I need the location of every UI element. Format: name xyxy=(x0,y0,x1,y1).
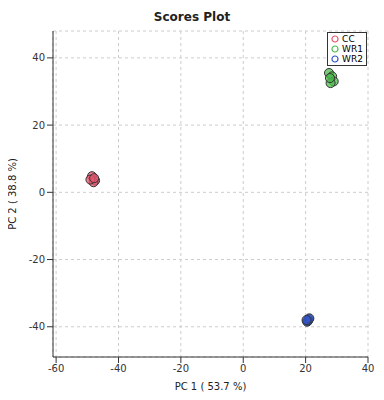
svg-text:-40: -40 xyxy=(29,321,45,332)
svg-text:PC 1 ( 53.7 %): PC 1 ( 53.7 %) xyxy=(175,381,247,392)
svg-text:-60: -60 xyxy=(48,363,64,374)
svg-text:0: 0 xyxy=(240,363,246,374)
svg-text:0: 0 xyxy=(39,187,45,198)
html-text:WR2: WR2 xyxy=(342,54,363,64)
html-text:CC: CC xyxy=(342,34,355,44)
svg-text:-20: -20 xyxy=(29,254,45,265)
svg-text:-20: -20 xyxy=(173,363,189,374)
html-text:WR1: WR1 xyxy=(342,44,363,54)
svg-text:40: 40 xyxy=(362,363,375,374)
svg-text:-40: -40 xyxy=(110,363,126,374)
svg-text:PC 2 ( 38.8 %): PC 2 ( 38.8 %) xyxy=(8,158,18,230)
svg-text:20: 20 xyxy=(299,363,312,374)
svg-text:20: 20 xyxy=(32,120,45,131)
html-text:Scores Plot: Scores Plot xyxy=(153,10,231,24)
svg-text:40: 40 xyxy=(32,52,45,63)
